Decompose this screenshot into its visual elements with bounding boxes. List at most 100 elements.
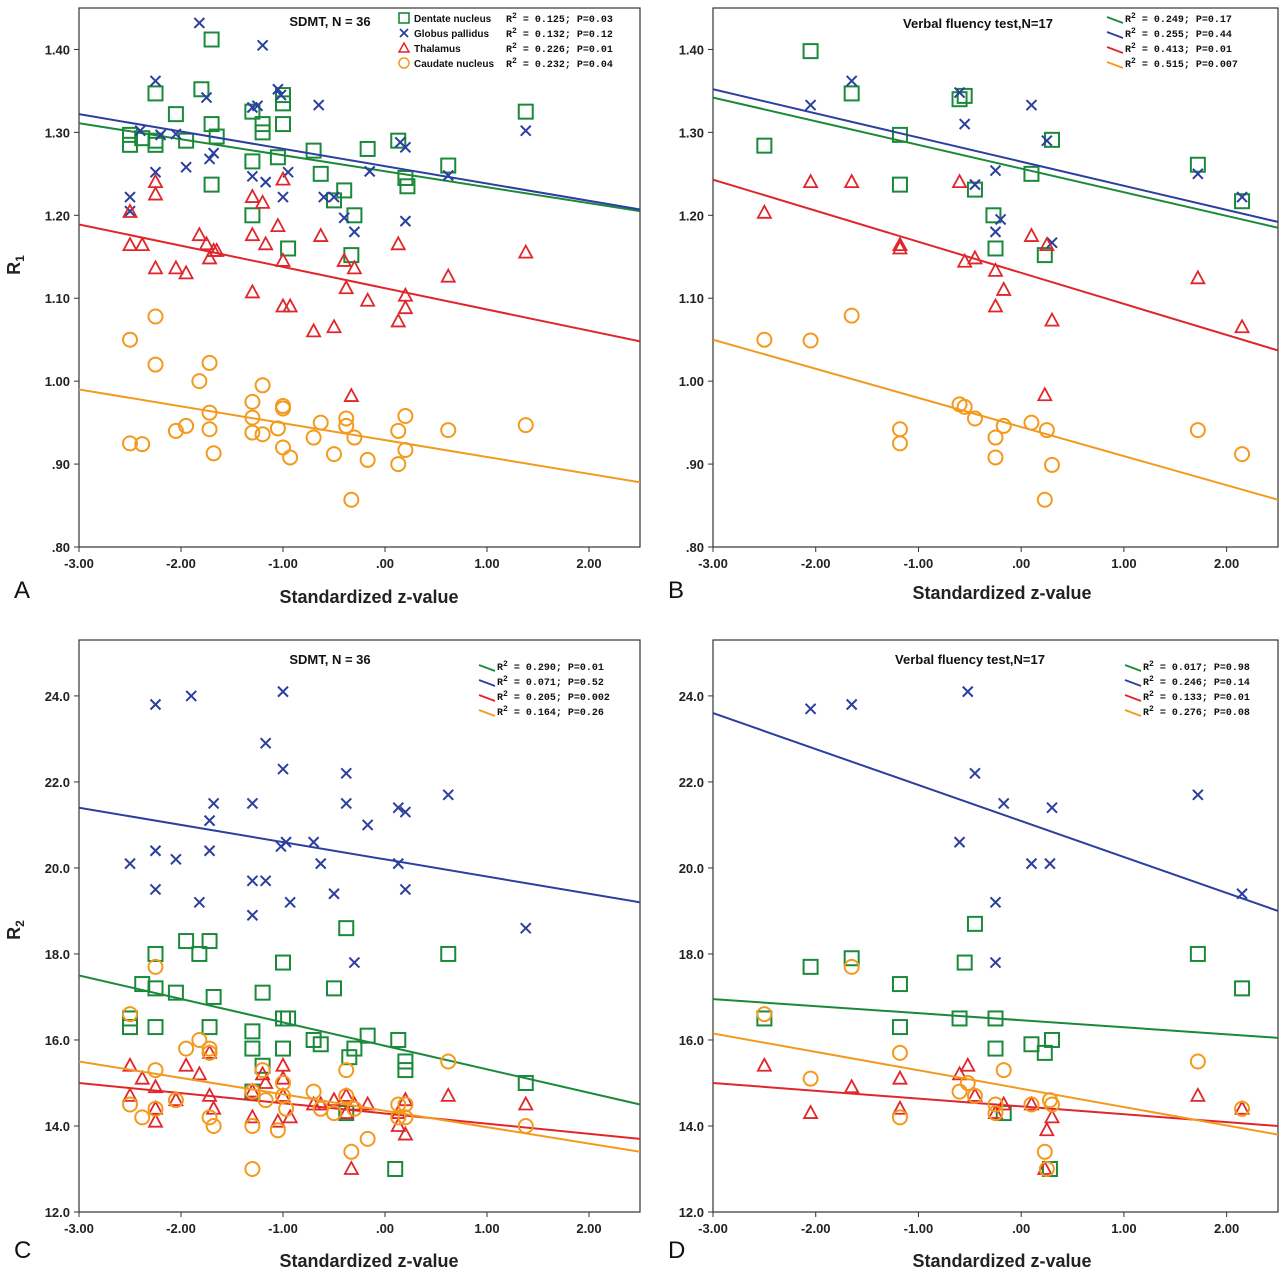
data-point-x [315, 857, 327, 870]
data-point-circle [397, 1096, 414, 1113]
data-point-square [305, 142, 322, 159]
data-point-x [170, 128, 182, 140]
data-point-square [178, 933, 195, 950]
data-point-circle [987, 449, 1004, 466]
data-point-triangle [338, 279, 355, 295]
data-point-x [259, 875, 272, 887]
regression-line [79, 223, 640, 343]
data-point-circle [517, 1117, 534, 1134]
stat-entry: R2 = 0.255; P=0.44 [1106, 27, 1232, 41]
data-point-circle [756, 1006, 773, 1023]
data-point-square [843, 85, 860, 102]
data-point-square [341, 1049, 358, 1066]
data-point-triangle [756, 203, 773, 219]
data-point-triangle [390, 312, 407, 328]
data-point-square [147, 1019, 164, 1036]
data-point-triangle [440, 267, 457, 283]
data-point-circle [390, 1109, 407, 1126]
data-point-square [147, 132, 164, 149]
data-point-square [956, 954, 973, 971]
data-point-square [275, 116, 291, 133]
stat-entry: R2 = 0.132; P=0.12 [506, 27, 613, 41]
data-point-x [994, 213, 1007, 226]
y-tick-label: 1.00 [679, 374, 704, 389]
panel-b: .80 .90 1.00 1.10 1.20 1.30 1.40 -3.00 -2.00 -1.0… [668, 7, 1279, 604]
data-point-circle [802, 332, 819, 349]
data-point-circle [201, 421, 218, 438]
data-point-circle [147, 958, 164, 975]
data-point-x [845, 698, 858, 711]
data-point-square [203, 31, 220, 48]
data-point-circle [201, 1109, 218, 1126]
data-point-x [246, 797, 259, 810]
data-point-triangle [959, 1056, 976, 1072]
data-point-x [338, 212, 350, 224]
data-point-square [244, 1023, 261, 1040]
panel-letter: D [668, 1237, 685, 1264]
stat-text: R2 = 0.413; P=0.01 [1125, 42, 1232, 56]
data-point-square [122, 1019, 138, 1036]
x-tick-label: .00 [376, 1221, 394, 1236]
data-point-triangle [343, 1160, 360, 1175]
x-tick-label: -2.00 [801, 1221, 831, 1236]
stat-entry: R2 = 0.290; P=0.01 [478, 660, 604, 674]
data-point-x [318, 191, 330, 203]
panel-letter: C [14, 1237, 31, 1264]
data-point-triangle [121, 1086, 139, 1102]
data-point-circle [959, 1074, 976, 1091]
data-point-square [987, 1040, 1004, 1057]
data-point-x [363, 165, 376, 178]
legend-label: Caudate nucleus [414, 59, 494, 70]
data-point-circle [397, 1109, 414, 1126]
series-dentate [713, 43, 1278, 264]
data-point-x [272, 83, 284, 95]
stat-line-key [1124, 694, 1142, 702]
data-point-circle [305, 429, 322, 446]
data-point-x [170, 853, 182, 866]
regression-line [713, 88, 1278, 223]
data-point-x [154, 129, 167, 141]
data-point-x [180, 161, 192, 173]
data-point-triangle [397, 299, 414, 315]
data-point-x [149, 883, 162, 896]
x-tick-label: -2.00 [801, 556, 831, 571]
series-dentate [79, 920, 640, 1177]
data-point-circle [1036, 1143, 1053, 1160]
data-point-square [440, 945, 457, 962]
y-tick-label: 12.0 [679, 1205, 704, 1220]
x-tick-label: .00 [1012, 1221, 1030, 1236]
data-point-circle [346, 1100, 363, 1117]
data-point-x [284, 896, 296, 909]
stat-line-key [1106, 16, 1124, 24]
stat-text: R2 = 0.276; P=0.08 [1143, 705, 1250, 719]
series-thalamus [713, 173, 1278, 402]
stat-text: R2 = 0.515; P=0.007 [1125, 57, 1238, 71]
data-point-triangle [198, 235, 215, 251]
data-point-square [205, 988, 222, 1005]
regression-line [79, 1081, 640, 1140]
data-point-square [1036, 1044, 1053, 1061]
data-point-circle [178, 417, 195, 434]
stat-line-key [478, 694, 496, 702]
data-point-x [124, 857, 136, 870]
data-point-triangle [802, 1104, 819, 1119]
series-caudate [713, 307, 1278, 508]
x-tick-label: -2.00 [166, 556, 196, 571]
data-point-x [259, 176, 272, 188]
data-point-x [307, 836, 320, 848]
stat-line-key [1124, 664, 1142, 672]
y-tick-label: 14.0 [679, 1119, 704, 1134]
data-point-circle [254, 1062, 271, 1079]
data-point-triangle [397, 1125, 414, 1141]
data-point-circle [122, 1006, 138, 1023]
x-tick-label: -1.00 [268, 1221, 298, 1236]
stat-text: R2 = 0.255; P=0.44 [1125, 27, 1232, 41]
data-point-x [193, 896, 206, 909]
series-caudate [79, 308, 640, 508]
data-point-triangle [167, 1091, 184, 1107]
data-point-triangle [843, 173, 860, 189]
data-point-x [1236, 888, 1248, 900]
stat-line-key [1106, 31, 1124, 39]
y-tick-label: 20.0 [45, 861, 70, 876]
y-tick-label: 16.0 [45, 1033, 70, 1048]
